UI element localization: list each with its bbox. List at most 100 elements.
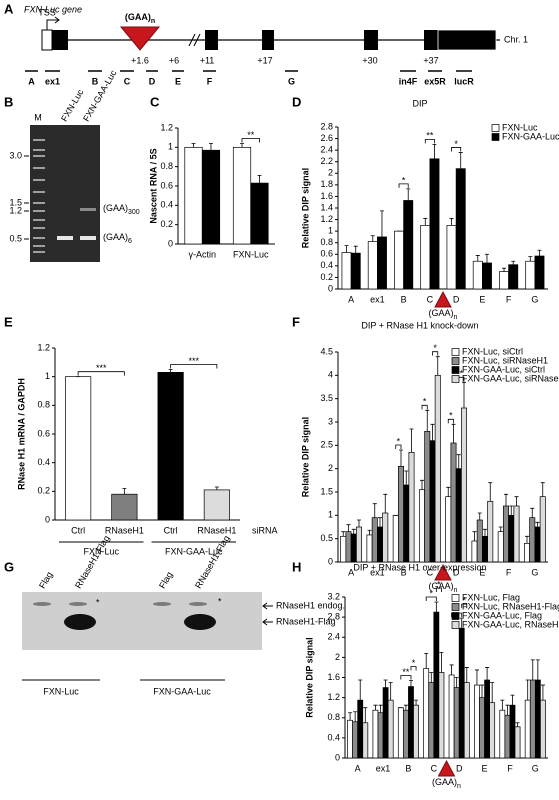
- bar: [508, 264, 519, 290]
- bar: [366, 534, 373, 563]
- significance-bracket: [77, 371, 125, 376]
- position-label: +6: [169, 55, 179, 65]
- ladder-band: [33, 179, 45, 181]
- x-tick-label: C: [427, 567, 434, 577]
- error-bar: [451, 423, 456, 443]
- x-tick-label: Ctrl: [164, 525, 178, 535]
- error-bar: [357, 519, 361, 527]
- panel-label: F: [292, 314, 300, 329]
- tss-arrow: [46, 16, 60, 30]
- band-label-main: (GAA): [103, 203, 128, 213]
- y-tick-label: 0: [45, 514, 50, 524]
- group-label: FXN-Luc: [83, 546, 119, 556]
- error-bar: [435, 356, 440, 376]
- legend-swatch: [451, 375, 460, 383]
- error-bar: [528, 256, 533, 262]
- flag-band: [184, 614, 216, 630]
- y-tick-label: 2.8: [320, 121, 333, 131]
- x-tick-label: G: [532, 763, 539, 773]
- amplicon-label: D: [149, 76, 156, 86]
- band-label: RNaseH1 endog.: [276, 600, 345, 610]
- error-bar: [424, 652, 429, 669]
- ladder-band: [33, 227, 45, 229]
- legend-swatch: [491, 124, 500, 132]
- significance-label: *: [433, 343, 437, 353]
- error-bar: [409, 428, 414, 453]
- amplicon-label: lucR: [454, 76, 474, 86]
- error-bar: [383, 493, 388, 513]
- sample-band: [57, 236, 73, 240]
- bar: [394, 230, 404, 290]
- bar: [357, 699, 364, 759]
- bar: [387, 699, 394, 759]
- bar: [367, 241, 378, 290]
- error-bar: [504, 493, 508, 506]
- significance-bracket: [424, 138, 435, 144]
- x-tick-label: ex1: [376, 763, 391, 773]
- bar: [525, 260, 536, 290]
- bar: [420, 225, 431, 290]
- bar: [408, 451, 415, 563]
- band-label: (GAA)6: [103, 232, 132, 245]
- error-bar: [530, 659, 535, 681]
- y-tick-label: 1.2: [160, 122, 173, 132]
- y-tick-label: 1.5: [320, 486, 333, 496]
- error-bar: [351, 528, 356, 534]
- group-label: FXN-GAA-Luc: [153, 686, 211, 696]
- bar: [428, 682, 435, 759]
- significance-label: *: [454, 139, 458, 149]
- y-tick-label: 0.2: [160, 219, 173, 229]
- y-tick-label: 2.8: [327, 612, 340, 622]
- y-tick-label: 0.2: [320, 272, 333, 282]
- bar: [350, 533, 357, 563]
- x-tick-label: F: [507, 763, 513, 773]
- exon-label: 1: [57, 34, 62, 44]
- group-label: FXN-GAA-Luc: [165, 546, 223, 556]
- sample-band: [80, 236, 96, 240]
- repeat-label: (GAA)n: [429, 581, 458, 594]
- bar: [438, 672, 445, 759]
- error-bar: [464, 667, 469, 683]
- error-bar: [373, 704, 378, 711]
- flag-band: [64, 614, 96, 630]
- significance-label: *: [423, 397, 427, 407]
- amplicon-label: ex1: [45, 76, 60, 86]
- bar: [529, 517, 536, 563]
- repeat-triangle: [119, 26, 161, 51]
- significance-label: *: [430, 588, 434, 598]
- bar: [487, 500, 494, 563]
- amplicon-label: in4F: [399, 76, 418, 86]
- legend-label: FXN-GAA-Luc, RNaseH1-Flag: [462, 619, 559, 629]
- x-tick-label: A: [348, 294, 354, 304]
- ladder-band: [33, 202, 45, 204]
- error-bar: [423, 218, 428, 226]
- bar: [372, 709, 379, 759]
- significance-label: **: [402, 667, 410, 677]
- band-label: (GAA)300: [103, 203, 140, 216]
- amplicon-label: G: [288, 76, 295, 86]
- error-bar: [378, 704, 383, 713]
- x-tick-label: D: [453, 567, 460, 577]
- error-bar: [472, 531, 477, 541]
- bar: [377, 712, 384, 759]
- reporter: [437, 29, 497, 51]
- ladder-band: [33, 210, 45, 212]
- y-tick-label: 1.4: [320, 202, 333, 212]
- significance-bracket: [435, 587, 442, 593]
- bar: [479, 697, 485, 759]
- error-bar: [458, 152, 463, 169]
- bar: [476, 519, 483, 563]
- significance-label: *: [412, 658, 416, 668]
- ladder-band: [33, 149, 45, 151]
- legend-swatch: [451, 357, 460, 365]
- x-tick-label: E: [479, 567, 485, 577]
- x-tick-label: C: [427, 294, 434, 304]
- error-bar: [525, 535, 529, 544]
- legend-swatch: [451, 621, 460, 629]
- x-tick-label: RNaseH1: [197, 525, 236, 535]
- ladder-band: [33, 167, 45, 169]
- y-tick-label: 2: [328, 463, 333, 473]
- bar: [534, 526, 541, 563]
- bar: [362, 722, 369, 759]
- error-bar: [379, 210, 384, 237]
